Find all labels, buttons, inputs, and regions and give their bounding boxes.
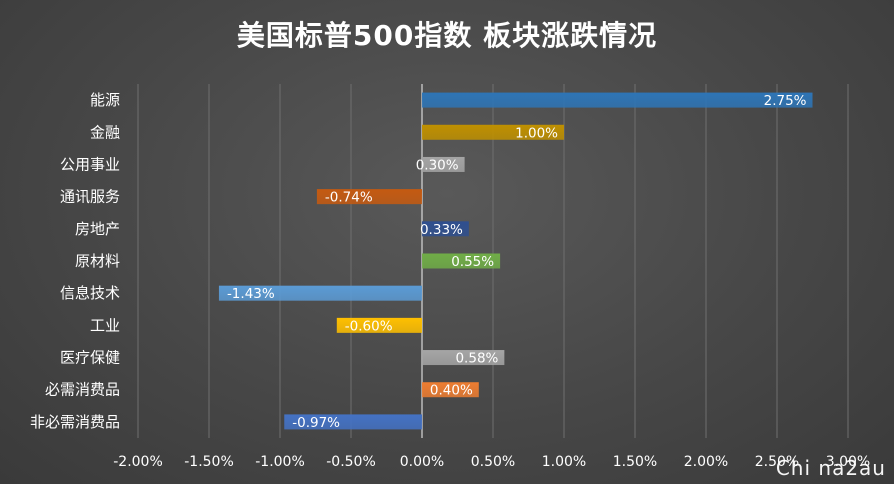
bar [422,253,501,269]
category-label: 房地产 [75,220,120,238]
x-tick-label: -0.50% [326,454,376,470]
data-label: -1.43% [227,286,275,302]
x-tick-label: -1.00% [255,454,305,470]
data-label: 2.75% [764,93,807,109]
x-tick-label: 2.00% [684,454,728,470]
watermark-text: Chi na2au [775,456,886,480]
category-label: 工业 [90,316,120,334]
bar [422,350,505,366]
category-label: 公用事业 [60,155,120,173]
category-label: 非必需消费品 [30,413,120,431]
x-tick-label: 1.50% [613,454,657,470]
category-label: 金融 [90,123,120,141]
bar [422,156,465,172]
data-label: -0.74% [325,190,373,206]
bar [422,92,813,108]
data-label: 1.00% [515,125,558,141]
bar [218,285,422,301]
bar [422,124,564,140]
data-label: 0.58% [455,351,498,367]
category-label: 信息技术 [60,284,120,302]
x-tick-label: -2.00% [113,454,163,470]
x-tick-label: 1.00% [542,454,586,470]
chart-title: 美国标普500指数 板块涨跌情况 [236,19,658,52]
category-label: 医疗保健 [60,349,120,367]
category-label: 必需消费品 [45,381,120,399]
data-label: 0.40% [430,383,473,399]
bar [316,189,422,205]
data-label: 0.30% [416,157,459,173]
x-tick-label: 0.00% [400,454,444,470]
data-label: 0.33% [420,222,463,238]
category-label: 能源 [90,91,120,109]
bar [422,221,469,237]
category-label: 原材料 [75,252,120,270]
category-label: 通讯服务 [60,188,120,206]
bar [422,382,479,398]
x-tick-label: 2.50% [755,454,799,470]
data-label: -0.60% [345,318,393,334]
bar [336,317,422,333]
x-tick-label: 3.00% [826,454,870,470]
x-tick-label: -1.50% [184,454,234,470]
bar [284,414,422,430]
data-label: 0.55% [451,254,494,270]
x-tick-label: 0.50% [471,454,515,470]
data-label: -0.97% [292,415,340,431]
